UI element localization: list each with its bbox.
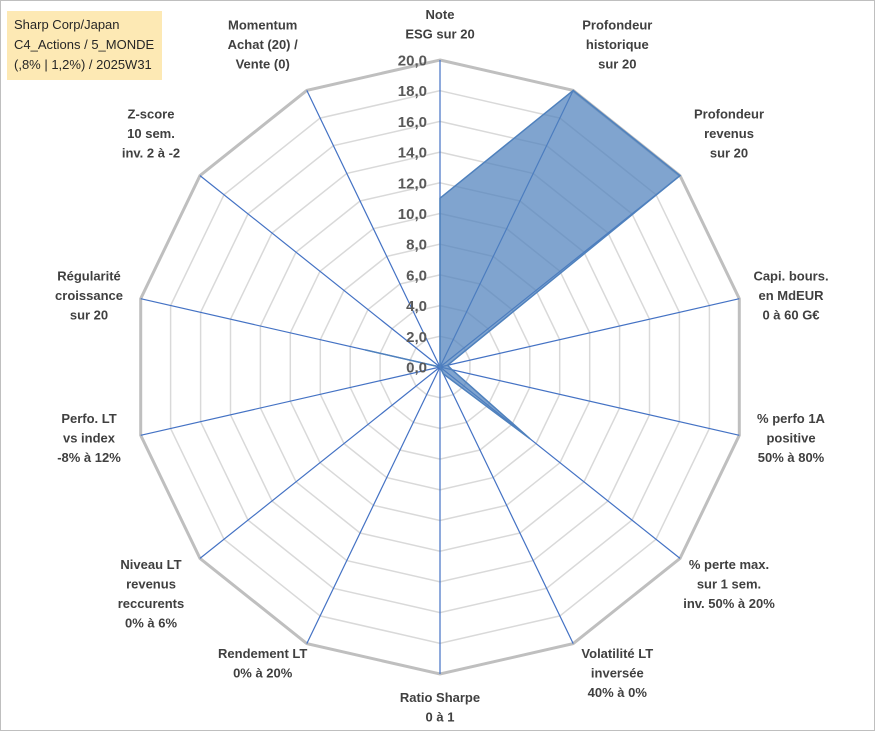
axis-label-8-line-1: Ratio Sharpe xyxy=(400,690,480,705)
axis-label-13-line-1: Z-score xyxy=(128,106,175,121)
axis-label-10: Niveau LT revenus reccurents 0% à 6% xyxy=(118,557,184,631)
grid-layer xyxy=(139,58,741,676)
axis-label-5-line-3: 50% à 80% xyxy=(758,450,825,465)
axis-spoke-11 xyxy=(140,366,441,436)
axis-label-1-line-1: Note xyxy=(426,7,455,22)
chart-title-line-3: (,8% | 1,2%) / 2025W31 xyxy=(14,57,152,72)
axis-spoke-7 xyxy=(439,366,574,644)
axis-label-6-line-3: inv. 50% à 20% xyxy=(683,596,775,611)
axis-label-3-line-3: sur 20 xyxy=(710,145,748,160)
axis-label-12-line-2: croissance xyxy=(55,288,123,303)
axis-label-2-line-2: historique xyxy=(586,37,649,52)
axis-label-4-line-2: en MdEUR xyxy=(759,288,825,303)
axis-spoke-4 xyxy=(439,298,740,368)
axis-label-11-line-3: -8% à 12% xyxy=(57,450,121,465)
axis-label-10-line-4: 0% à 6% xyxy=(125,616,177,631)
chart-title-line-1: Sharp Corp/Japan xyxy=(14,17,120,32)
axis-label-14-line-3: Vente (0) xyxy=(236,56,290,71)
tick-label-10: 20,0 xyxy=(398,53,427,70)
axis-label-14-line-2: Achat (20) / xyxy=(228,37,298,52)
axis-label-12-line-1: Régularité xyxy=(57,268,121,283)
tick-label-2: 4,0 xyxy=(406,298,427,315)
axis-label-2-line-1: Profondeur xyxy=(582,17,652,32)
axis-label-7: Volatilité LT inversée 40% à 0% xyxy=(581,646,653,700)
axis-label-2: Profondeur historique sur 20 xyxy=(582,17,652,71)
tick-label-6: 12,0 xyxy=(398,175,427,192)
tick-label-8: 16,0 xyxy=(398,114,427,131)
axis-label-13-line-2: 10 sem. xyxy=(127,126,175,141)
axis-label-10-line-3: reccurents xyxy=(118,596,184,611)
axis-label-3-line-2: revenus xyxy=(704,126,754,141)
tick-label-7: 14,0 xyxy=(398,145,427,162)
axis-label-9-line-2: 0% à 20% xyxy=(233,666,293,681)
tick-label-1: 2,0 xyxy=(406,329,427,346)
chart-title-line-2: C4_Actions / 5_MONDE xyxy=(14,37,155,52)
axis-label-4: Capi. bours. en MdEUR 0 à 60 G€ xyxy=(753,268,828,322)
axis-label-2-line-3: sur 20 xyxy=(598,56,636,71)
tick-label-4: 8,0 xyxy=(406,237,427,254)
axis-label-1-line-2: ESG sur 20 xyxy=(405,27,474,42)
axis-label-13: Z-score 10 sem. inv. 2 à -2 xyxy=(122,106,180,160)
axis-label-10-line-2: revenus xyxy=(126,577,176,592)
axis-label-11-line-1: Perfo. LT xyxy=(61,411,116,426)
axis-label-8: Ratio Sharpe 0 à 1 xyxy=(400,690,480,725)
axis-label-3: Profondeur revenus sur 20 xyxy=(694,106,764,160)
axis-spoke-14 xyxy=(306,90,441,368)
axis-label-7-line-1: Volatilité LT xyxy=(581,646,653,661)
axis-label-12-line-3: sur 20 xyxy=(70,307,108,322)
axis-label-11-line-2: vs index xyxy=(63,431,116,446)
axis-label-9-line-1: Rendement LT xyxy=(218,646,307,661)
axis-label-5-line-1: % perfo 1A xyxy=(757,411,826,426)
axis-label-12: Régularité croissance sur 20 xyxy=(55,268,123,322)
tick-label-5: 10,0 xyxy=(398,206,427,223)
axis-label-5: % perfo 1A positive 50% à 80% xyxy=(757,411,826,465)
axis-label-6-line-2: sur 1 sem. xyxy=(697,577,761,592)
axis-label-5-line-2: positive xyxy=(766,431,815,446)
axis-spoke-5 xyxy=(439,366,740,436)
axis-label-11: Perfo. LT vs index -8% à 12% xyxy=(57,411,121,465)
tick-labels: 0,0 2,0 4,0 6,0 8,0 10,0 12,0 14,0 16,0 18,0 20,0 xyxy=(398,53,427,377)
chart-title-box: Sharp Corp/Japan C4_Actions / 5_MONDE (,… xyxy=(7,11,163,80)
axis-label-7-line-3: 40% à 0% xyxy=(588,685,648,700)
axis-label-10-line-1: Niveau LT xyxy=(120,557,181,572)
axis-label-6-line-1: % perte max. xyxy=(689,557,769,572)
axis-spoke-13 xyxy=(199,175,441,368)
tick-label-0: 0,0 xyxy=(406,360,427,377)
axis-label-13-line-3: inv. 2 à -2 xyxy=(122,145,180,160)
axis-spoke-9 xyxy=(306,366,441,644)
axis-label-9: Rendement LT 0% à 20% xyxy=(218,646,307,681)
axis-label-3-line-1: Profondeur xyxy=(694,106,764,121)
axis-label-6: % perte max. sur 1 sem. inv. 50% à 20% xyxy=(683,557,775,611)
axis-spoke-10 xyxy=(199,366,441,559)
axis-label-7-line-2: inversée xyxy=(591,666,644,681)
axis-label-4-line-3: 0 à 60 G€ xyxy=(762,307,819,322)
axis-label-1: Note ESG sur 20 xyxy=(405,7,474,42)
axis-label-8-line-2: 0 à 1 xyxy=(426,710,455,725)
axis-label-14-line-1: Momentum xyxy=(228,17,297,32)
axis-label-4-line-1: Capi. bours. xyxy=(753,268,828,283)
axis-labels: Note ESG sur 20 Profondeur historique sur 20… xyxy=(55,7,829,725)
tick-label-9: 18,0 xyxy=(398,83,427,100)
series-area-1 xyxy=(365,89,682,440)
axis-label-14: Momentum Achat (20) / Vente (0) xyxy=(228,17,298,71)
series-layer xyxy=(365,89,682,440)
tick-label-3: 6,0 xyxy=(406,267,427,284)
